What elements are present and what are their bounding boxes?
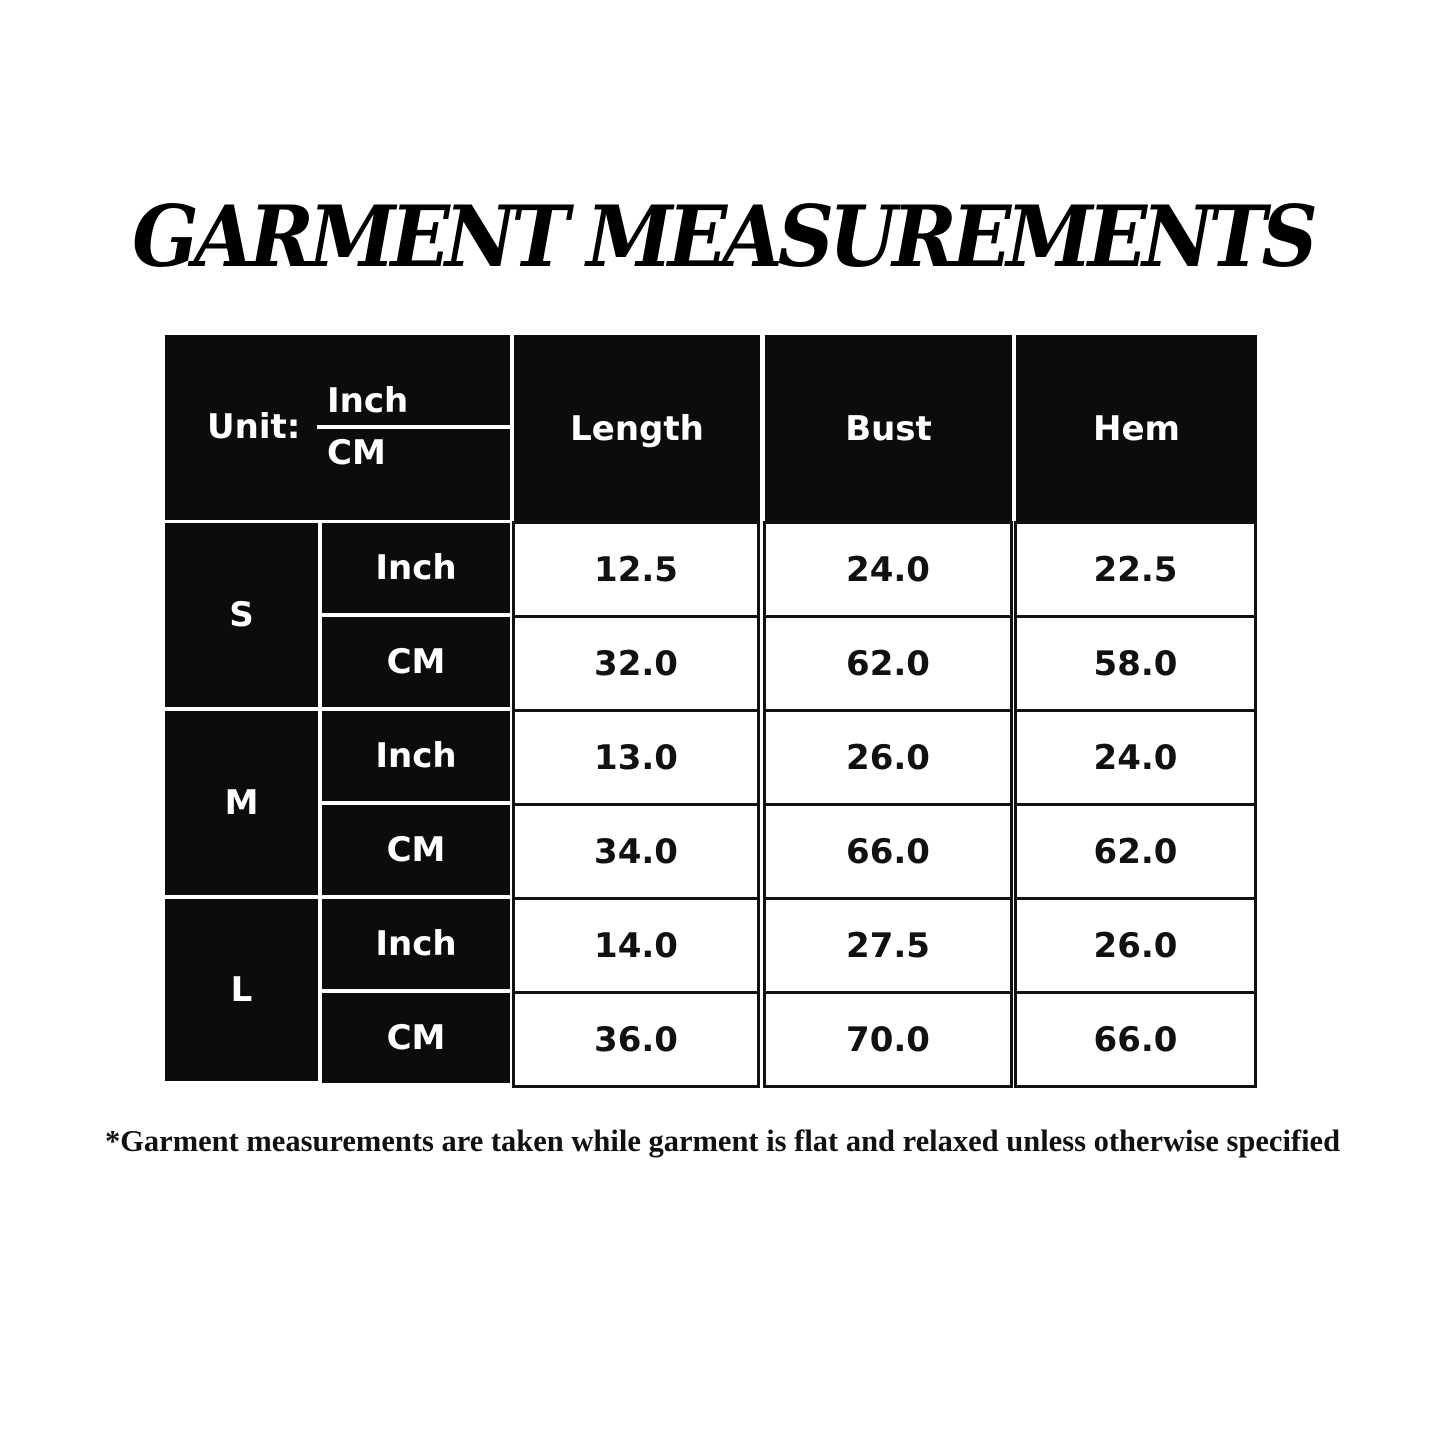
table-cell: 12.5: [512, 521, 760, 618]
column-header-hem: Hem: [1016, 335, 1257, 522]
table-cell: 22.5: [1014, 521, 1257, 618]
unit-bottom-label: CM: [327, 433, 386, 473]
table-cell: 36.0: [512, 991, 760, 1088]
footnote: *Garment measurements are taken while ga…: [104, 1124, 1341, 1158]
unit-divider: [317, 425, 510, 429]
size-label-s: S: [165, 523, 318, 707]
table-cell: 13.0: [512, 709, 760, 806]
unit-top-label: Inch: [327, 381, 409, 421]
page-title: GARMENT MEASUREMENTS: [132, 188, 1318, 287]
unit-label: Unit:: [207, 407, 301, 447]
size-label-l: L: [165, 899, 318, 1081]
table-cell: 26.0: [763, 709, 1013, 806]
table-cell: 66.0: [763, 803, 1013, 900]
table-cell: 62.0: [1014, 803, 1257, 900]
table-cell: 26.0: [1014, 897, 1257, 994]
size-label-m: M: [165, 711, 318, 895]
unit-label-cell: CM: [322, 617, 510, 707]
table-cell: 70.0: [763, 991, 1013, 1088]
unit-label-cell: Inch: [322, 899, 510, 989]
table-cell: 27.5: [763, 897, 1013, 994]
unit-label-cell: Inch: [322, 711, 510, 801]
unit-header-cell: Unit: Inch CM: [165, 335, 510, 520]
table-cell: 32.0: [512, 615, 760, 712]
table-cell: 66.0: [1014, 991, 1257, 1088]
column-header-length: Length: [514, 335, 760, 522]
table-cell: 14.0: [512, 897, 760, 994]
table-cell: 24.0: [1014, 709, 1257, 806]
table-cell: 62.0: [763, 615, 1013, 712]
column-header-bust: Bust: [765, 335, 1012, 522]
unit-label-cell: CM: [322, 805, 510, 895]
unit-label-cell: CM: [322, 993, 510, 1083]
table-cell: 34.0: [512, 803, 760, 900]
table-cell: 24.0: [763, 521, 1013, 618]
table-cell: 58.0: [1014, 615, 1257, 712]
unit-label-cell: Inch: [322, 523, 510, 613]
